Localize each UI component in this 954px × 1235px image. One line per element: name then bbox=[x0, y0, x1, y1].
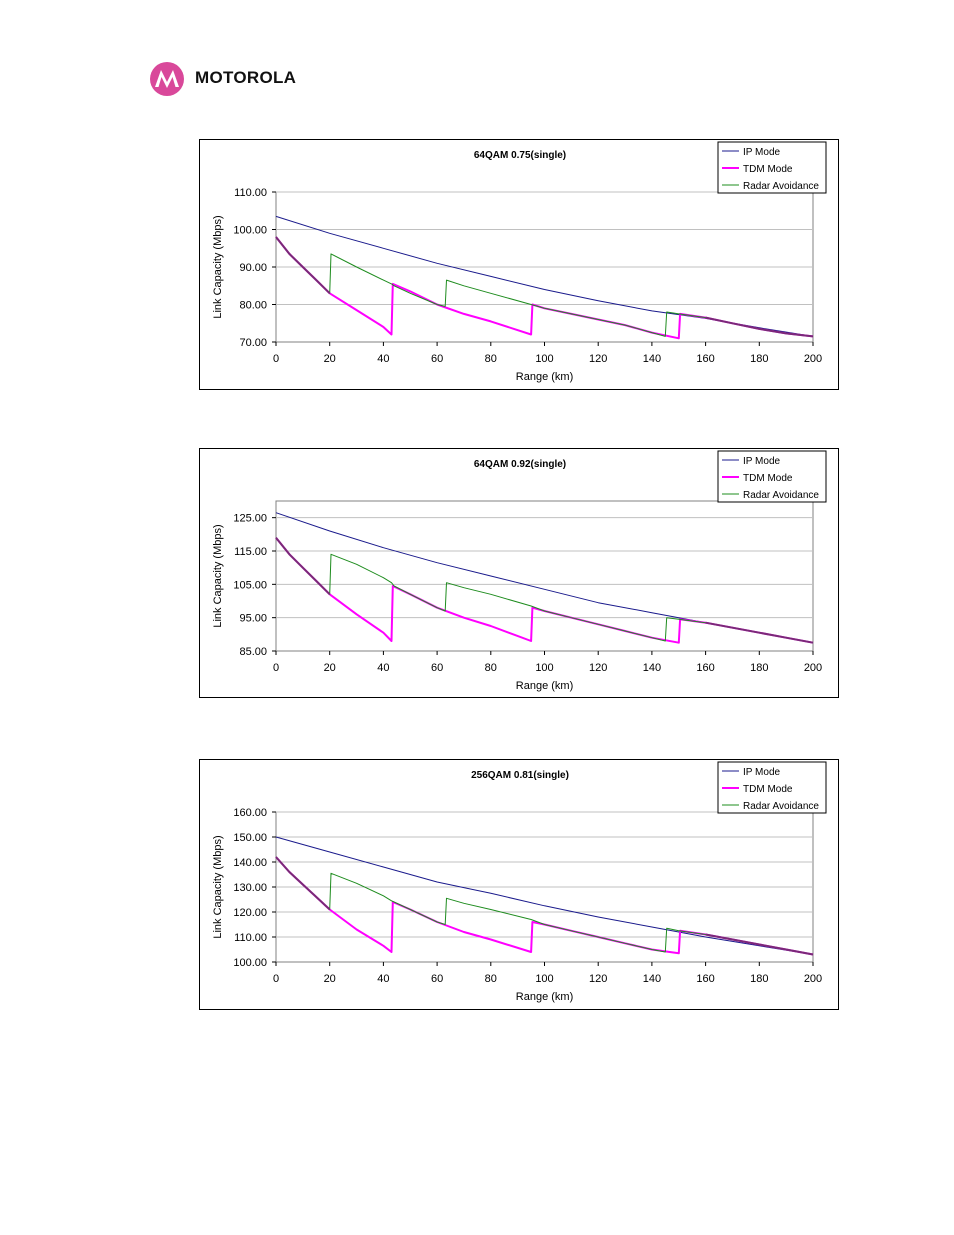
x-tick-label: 120 bbox=[589, 353, 607, 365]
chart-64qam-092: 64QAM 0.92(single) 85.00 95.00 105.00 115.00… bbox=[199, 448, 839, 698]
y-tick-label: 80.00 bbox=[239, 300, 267, 312]
chart-title: 64QAM 0.92(single) bbox=[474, 459, 566, 470]
x-tick-label: 160 bbox=[696, 353, 714, 365]
legend-label: TDM Mode bbox=[743, 473, 793, 484]
series-overlap-trace bbox=[275, 856, 331, 911]
chart-svg: 64QAM 0.92(single) 85.00 95.00 105.00 115.00… bbox=[212, 450, 827, 692]
x-tick-label: 20 bbox=[324, 353, 336, 365]
series-line-radar-avoidance bbox=[275, 236, 814, 337]
x-tick-label: 100 bbox=[535, 662, 553, 674]
series-line-radar-avoidance bbox=[275, 537, 814, 644]
x-tick-label: 0 bbox=[273, 353, 279, 365]
x-tick-label: 140 bbox=[643, 662, 661, 674]
x-axis-label: Range (km) bbox=[516, 680, 573, 692]
brand-name: MOTOROLA bbox=[195, 68, 297, 87]
x-tick-label: 160 bbox=[696, 662, 714, 674]
legend-label: TDM Mode bbox=[743, 164, 793, 175]
x-tick-label: 20 bbox=[324, 662, 336, 674]
motorola-batwing-logo-icon bbox=[150, 62, 184, 96]
series-overlap-trace bbox=[275, 236, 331, 295]
y-tick-label: 125.00 bbox=[233, 513, 267, 525]
y-tick-label: 70.00 bbox=[239, 337, 267, 349]
y-tick-label: 105.00 bbox=[233, 579, 267, 591]
chart-title: 64QAM 0.75(single) bbox=[474, 150, 566, 161]
y-tick-label: 95.00 bbox=[239, 613, 267, 625]
x-tick-label: 100 bbox=[535, 353, 553, 365]
legend-label: Radar Avoidance bbox=[743, 181, 819, 192]
y-tick-label: 90.00 bbox=[239, 262, 267, 274]
x-tick-label: 140 bbox=[643, 973, 661, 985]
motorola-logo: MOTOROLA bbox=[149, 61, 339, 101]
legend-label: Radar Avoidance bbox=[743, 490, 819, 501]
y-tick-label: 110.00 bbox=[234, 932, 267, 944]
x-tick-label: 80 bbox=[485, 973, 497, 985]
series-overlap-trace bbox=[275, 537, 331, 596]
x-tick-label: 20 bbox=[324, 973, 336, 985]
x-tick-label: 40 bbox=[377, 973, 389, 985]
y-tick-label: 100.00 bbox=[233, 957, 267, 969]
y-axis-label: Link Capacity (Mbps) bbox=[212, 215, 224, 318]
y-tick-label: 110.00 bbox=[234, 187, 267, 199]
chart-title: 256QAM 0.81(single) bbox=[471, 770, 569, 781]
x-tick-label: 40 bbox=[377, 353, 389, 365]
y-tick-label: 115.00 bbox=[234, 546, 267, 558]
y-tick-label: 130.00 bbox=[233, 882, 267, 894]
chart-64qam-075: 64QAM 0.75(single) 70.00 80.00 90.00 100.00 1… bbox=[199, 139, 839, 390]
x-tick-label: 180 bbox=[750, 973, 768, 985]
x-tick-label: 200 bbox=[804, 353, 822, 365]
y-tick-label: 100.00 bbox=[233, 225, 267, 237]
chart-256qam-081: 256QAM 0.81(single) 100.00 110.00 120.00 130… bbox=[199, 759, 839, 1010]
legend-label: IP Mode bbox=[743, 147, 780, 158]
series-overlap-trace bbox=[705, 933, 814, 956]
series-line-radar-avoidance bbox=[275, 856, 814, 955]
x-tick-label: 40 bbox=[377, 662, 389, 674]
legend-label: IP Mode bbox=[743, 456, 780, 467]
series-overlap-trace bbox=[705, 316, 814, 338]
x-tick-label: 120 bbox=[589, 973, 607, 985]
legend-label: IP Mode bbox=[743, 767, 780, 778]
x-tick-label: 160 bbox=[696, 973, 714, 985]
legend-label: TDM Mode bbox=[743, 784, 793, 795]
x-axis-label: Range (km) bbox=[516, 371, 573, 383]
series-line-ip-mode bbox=[275, 836, 814, 955]
x-tick-label: 200 bbox=[804, 973, 822, 985]
x-tick-label: 80 bbox=[485, 662, 497, 674]
x-tick-label: 0 bbox=[273, 973, 279, 985]
x-tick-label: 200 bbox=[804, 662, 822, 674]
series-overlap-trace bbox=[705, 621, 814, 644]
x-tick-label: 180 bbox=[750, 353, 768, 365]
y-tick-label: 140.00 bbox=[233, 857, 267, 869]
y-tick-label: 160.00 bbox=[233, 807, 267, 819]
x-tick-label: 60 bbox=[431, 662, 443, 674]
x-axis-label: Range (km) bbox=[516, 991, 573, 1003]
x-tick-label: 140 bbox=[643, 353, 661, 365]
y-tick-label: 150.00 bbox=[233, 832, 267, 844]
x-tick-label: 100 bbox=[535, 973, 553, 985]
x-tick-label: 80 bbox=[485, 353, 497, 365]
y-tick-label: 85.00 bbox=[239, 646, 267, 658]
x-tick-label: 60 bbox=[431, 973, 443, 985]
y-axis-label: Link Capacity (Mbps) bbox=[212, 835, 224, 938]
y-tick-label: 120.00 bbox=[233, 907, 267, 919]
chart-svg: 64QAM 0.75(single) 70.00 80.00 90.00 100.00 1… bbox=[212, 141, 827, 383]
x-tick-label: 60 bbox=[431, 353, 443, 365]
x-tick-label: 120 bbox=[589, 662, 607, 674]
chart-svg: 256QAM 0.81(single) 100.00 110.00 120.00 130… bbox=[212, 761, 827, 1003]
x-tick-label: 0 bbox=[273, 662, 279, 674]
x-tick-label: 180 bbox=[750, 662, 768, 674]
legend-label: Radar Avoidance bbox=[743, 801, 819, 812]
y-axis-label: Link Capacity (Mbps) bbox=[212, 524, 224, 627]
